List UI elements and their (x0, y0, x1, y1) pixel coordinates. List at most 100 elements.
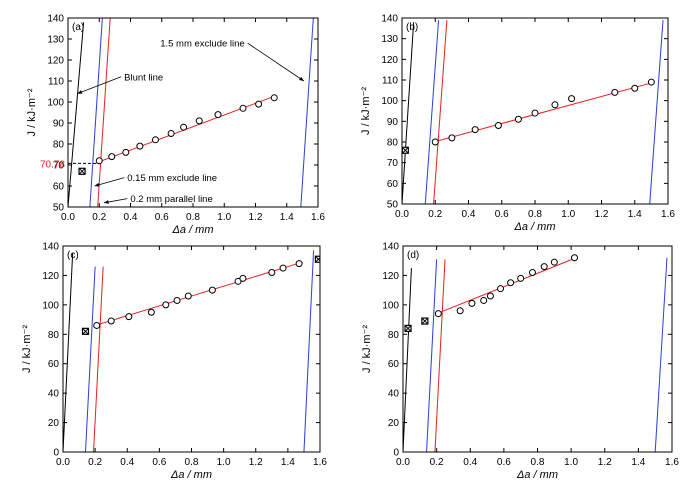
data-point (162, 301, 170, 309)
data-point (468, 299, 476, 307)
y-tick-label: 80 (53, 140, 65, 151)
data-point (239, 274, 247, 282)
y-tick-label: 110 (382, 76, 398, 87)
x-tick-label: 0.8 (531, 457, 545, 468)
fit-line (649, 20, 664, 204)
fit-line (403, 268, 412, 452)
annotation-arrow (247, 42, 305, 82)
x-tick-label: 1.4 (281, 457, 295, 468)
y-tick-label: 120 (42, 271, 59, 282)
chart-panel-a: 0.0 0.2 0.4 0.6 0.8 1.0 1.2 1.4 1.6 50 60 70 80 90 100… (0, 0, 350, 240)
data-point (494, 121, 502, 129)
plot-frame (401, 17, 669, 205)
x-tick-label: 0.4 (124, 212, 138, 223)
data-point (514, 115, 522, 123)
data-point-cross (404, 325, 412, 332)
fit-line (97, 18, 111, 207)
data-point (107, 317, 115, 325)
x-tick-label: 1.6 (311, 212, 325, 223)
data-point (180, 123, 188, 131)
x-tick-label: 0.0 (61, 212, 75, 223)
x-tick-label: 1.4 (631, 457, 645, 468)
fit-line (426, 259, 438, 452)
data-point (125, 313, 133, 321)
fit-line (89, 18, 103, 207)
panel-label: (b) (406, 22, 418, 33)
y-tick-label: 50 (53, 203, 65, 214)
fit-line (433, 81, 655, 143)
data-point-crossed (314, 255, 320, 263)
data-point (214, 111, 222, 119)
y-tick-label: 40 (388, 389, 400, 400)
fit-line (424, 20, 440, 204)
annotation-arrowhead (77, 90, 83, 94)
data-point (570, 254, 578, 262)
y-tick-label: 80 (387, 138, 399, 149)
data-point (647, 78, 655, 86)
data-point (540, 263, 548, 271)
y-axis-label: J / kJ·m⁻² (26, 88, 38, 136)
data-point (93, 321, 101, 329)
x-axis-label: Δa / mm (514, 221, 556, 233)
y-tick-label: 60 (53, 182, 65, 193)
data-layer (402, 20, 664, 204)
plot-frame (67, 17, 319, 208)
annotation-arrowhead (299, 76, 304, 81)
data-layer (403, 254, 668, 452)
y-tick-label: 140 (47, 14, 64, 25)
data-point-crossed (78, 167, 86, 175)
x-axis-label: Δa / mm (170, 469, 212, 480)
y-tick-label: 130 (47, 35, 64, 46)
x-tick-label: 1.4 (628, 209, 642, 220)
y-tick-label: 130 (381, 34, 398, 45)
chart-panel-d: 0.0 0.2 0.4 0.6 0.8 1.0 1.2 1.4 1.6 0 20 40 60 80 100 1… (350, 240, 700, 480)
data-point (167, 130, 175, 137)
data-point (270, 94, 278, 102)
x-tick-label: 1.0 (217, 457, 231, 468)
x-tick-label: 1.6 (665, 457, 679, 468)
y-tick-label: 60 (388, 359, 400, 370)
data-point (195, 117, 203, 125)
y-tick-label: 0 (393, 448, 399, 459)
y-axis-label: J / kJ·m⁻² (360, 87, 372, 135)
data-point (471, 126, 479, 134)
data-point (568, 95, 576, 103)
data-point (434, 310, 442, 318)
annotation-arrowhead (103, 200, 109, 204)
annotation-arrow (77, 76, 122, 94)
x-tick-label: 0.2 (92, 212, 106, 223)
y-tick-label: 80 (48, 330, 60, 341)
data-point-cross (402, 146, 409, 154)
x-tick-label: 0.8 (528, 209, 542, 220)
y-tick-label: 70 (53, 161, 65, 172)
x-tick-label: 0.6 (495, 209, 509, 220)
y-tick-label: 80 (388, 330, 400, 341)
data-point (152, 136, 159, 144)
x-tick-label: 0.2 (88, 457, 102, 468)
y-tick-label: 90 (53, 119, 65, 130)
data-point (184, 292, 192, 300)
y-tick-label: 110 (48, 77, 64, 88)
y-tick-label: 140 (382, 242, 399, 253)
x-tick-label: 0.0 (396, 457, 410, 468)
x-tick-label: 1.2 (598, 457, 612, 468)
x-axis-label: Δa / mm (172, 224, 214, 236)
data-point-crossed (421, 317, 429, 325)
y-tick-label: 140 (42, 242, 59, 253)
data-point (431, 138, 439, 146)
x-tick-label: 0.8 (185, 457, 199, 468)
marked-value-label: 70.78 (40, 159, 65, 170)
data-point (108, 153, 116, 161)
x-tick-label: 0.4 (120, 457, 134, 468)
data-point (456, 307, 464, 315)
chart-panel-c: 0.0 0.2 0.4 0.6 0.8 1.0 1.2 1.4 1.6 0 20 40 60 80 100 1… (0, 240, 350, 480)
x-tick-label: 0.6 (497, 457, 511, 468)
x-tick-label: 0.0 (395, 209, 409, 220)
chart-svg: 0.0 0.2 0.4 0.6 0.8 1.0 1.2 1.4 1.6 0 20 40 60 80 100 1… (361, 242, 679, 480)
chart-svg: 0.0 0.2 0.4 0.6 0.8 1.0 1.2 1.4 1.6 50 60 70 80 90 100… (360, 14, 675, 234)
data-point (551, 101, 559, 109)
data-point-crossed (402, 146, 409, 154)
fit-line (303, 250, 315, 452)
data-point-cross (78, 167, 86, 175)
